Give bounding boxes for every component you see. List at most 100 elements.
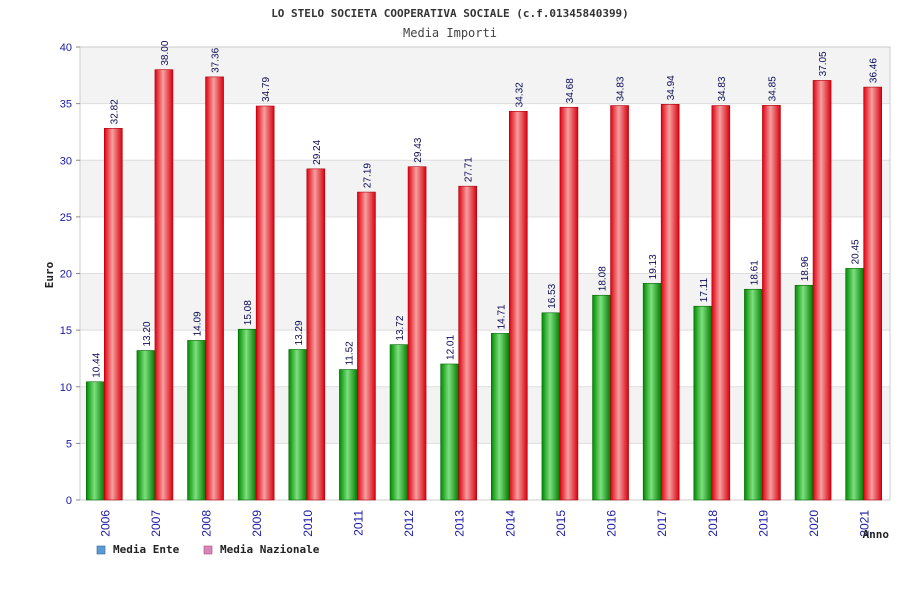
value-label-media-nazionale-2020: 37.05 xyxy=(818,51,829,76)
value-label-media-nazionale-2011: 27.19 xyxy=(362,163,373,188)
value-label-media-nazionale-2021: 36.46 xyxy=(869,58,880,83)
bar-media-nazionale-2020 xyxy=(812,80,832,501)
bar-media-ente-2010 xyxy=(288,349,308,501)
x-axis-ticks: 2006 2007 2008 2009 2010 2011 2012 2013 2014 2015… xyxy=(98,510,871,537)
bar-media-ente-2020 xyxy=(794,284,814,501)
x-tick-label-2016: 2016 xyxy=(605,510,619,537)
bar-media-ente-2014 xyxy=(491,333,510,501)
x-axis-label: Anno xyxy=(863,528,890,541)
bar-media-nazionale-2007 xyxy=(154,69,174,501)
value-label-media-ente-2016: 18.08 xyxy=(598,266,609,291)
value-label-media-ente-2014: 14.71 xyxy=(496,304,507,329)
value-label-media-ente-2011: 11.52 xyxy=(344,341,355,366)
x-tick-label-2018: 2018 xyxy=(706,510,720,537)
bar-media-nazionale-2006 xyxy=(104,128,123,501)
value-label-media-nazionale-2016: 34.83 xyxy=(616,76,627,101)
bars xyxy=(86,69,882,501)
x-tick-label-2007: 2007 xyxy=(149,510,163,537)
y-tick-label: 15 xyxy=(60,325,72,337)
value-label-media-nazionale-2012: 29.43 xyxy=(413,137,424,162)
bar-media-nazionale-2013 xyxy=(458,185,477,501)
chart-subtitle: Media Importi xyxy=(403,26,497,40)
bar-media-ente-2008 xyxy=(187,340,206,501)
value-label-media-nazionale-2018: 34.83 xyxy=(717,76,728,101)
bar-media-nazionale-2008 xyxy=(205,76,224,501)
bar-media-nazionale-2019 xyxy=(762,105,781,501)
bar-media-ente-2015 xyxy=(541,312,561,501)
value-label-media-ente-2020: 18.96 xyxy=(800,256,811,281)
x-tick-label-2020: 2020 xyxy=(807,510,821,537)
legend-label-media-nazionale: Media Nazionale xyxy=(220,543,320,556)
value-label-media-nazionale-2009: 34.79 xyxy=(261,77,272,102)
y-axis-label: Euro xyxy=(43,261,56,288)
value-label-media-ente-2013: 12.01 xyxy=(446,335,457,360)
y-axis-ticks: 0 5 10 15 20 25 30 35 40 xyxy=(60,42,80,507)
bar-media-nazionale-2016 xyxy=(610,105,629,501)
y-tick-label: 40 xyxy=(60,42,72,54)
value-label-media-ente-2006: 10.44 xyxy=(91,352,102,377)
x-tick-label-2021: 2021 xyxy=(858,510,872,537)
x-tick-label-2010: 2010 xyxy=(301,510,315,537)
bar-media-ente-2011 xyxy=(339,369,358,501)
value-label-media-ente-2007: 13.20 xyxy=(142,321,153,346)
bar-media-nazionale-2021 xyxy=(863,86,882,501)
bar-media-nazionale-2011 xyxy=(357,191,376,501)
value-labels: 10.44 32.82 13.20 38.00 14.09 37.36 15.08 34.79… xyxy=(91,40,879,378)
value-label-media-ente-2017: 19.13 xyxy=(648,254,659,279)
value-label-media-nazionale-2007: 38.00 xyxy=(160,40,171,65)
y-tick-label: 10 xyxy=(60,382,72,394)
bar-media-ente-2007 xyxy=(136,350,156,501)
value-label-media-ente-2021: 20.45 xyxy=(851,239,862,264)
y-tick-label: 5 xyxy=(66,438,72,450)
value-label-media-ente-2008: 14.09 xyxy=(193,311,204,336)
x-tick-label-2015: 2015 xyxy=(554,510,568,537)
bar-media-nazionale-2018 xyxy=(711,105,731,501)
value-label-media-ente-2019: 18.61 xyxy=(749,260,760,285)
x-tick-label-2013: 2013 xyxy=(453,510,467,537)
bar-media-ente-2019 xyxy=(744,288,763,501)
bar-media-ente-2018 xyxy=(693,305,713,501)
value-label-media-nazionale-2014: 34.32 xyxy=(514,82,525,107)
value-label-media-nazionale-2015: 34.68 xyxy=(565,78,576,103)
y-tick-label: 20 xyxy=(60,269,72,281)
legend-swatch-media-nazionale xyxy=(203,545,213,555)
bar-media-ente-2013 xyxy=(440,363,459,501)
x-tick-label-2009: 2009 xyxy=(250,510,264,537)
value-label-media-nazionale-2013: 27.71 xyxy=(464,157,475,182)
legend-swatch-media-ente xyxy=(96,545,106,555)
x-tick-label-2012: 2012 xyxy=(402,510,416,537)
y-tick-label: 25 xyxy=(60,212,72,224)
bar-media-nazionale-2014 xyxy=(509,111,528,501)
value-label-media-ente-2015: 16.53 xyxy=(547,283,558,308)
value-label-media-ente-2018: 17.11 xyxy=(699,278,710,303)
x-tick-label-2017: 2017 xyxy=(655,510,669,537)
value-label-media-nazionale-2006: 32.82 xyxy=(109,99,120,124)
value-label-media-nazionale-2010: 29.24 xyxy=(312,139,323,164)
bar-media-ente-2006 xyxy=(86,381,105,501)
value-label-media-nazionale-2017: 34.94 xyxy=(666,75,677,100)
y-tick-label: 0 xyxy=(66,495,72,507)
legend-label-media-ente: Media Ente xyxy=(113,543,180,556)
bar-media-ente-2016 xyxy=(592,294,611,501)
legend: Media Ente Media Nazionale xyxy=(96,543,320,556)
bar-media-ente-2021 xyxy=(845,268,864,501)
bar-media-nazionale-2012 xyxy=(407,166,427,501)
y-tick-label: 35 xyxy=(60,99,72,111)
x-tick-label-2014: 2014 xyxy=(503,510,517,537)
bar-media-nazionale-2015 xyxy=(559,106,579,501)
x-tick-label-2008: 2008 xyxy=(200,510,214,537)
value-label-media-ente-2009: 15.08 xyxy=(243,300,254,325)
x-tick-label-2006: 2006 xyxy=(98,510,112,537)
y-tick-label: 30 xyxy=(60,155,72,167)
bar-media-nazionale-2009 xyxy=(255,105,275,501)
bar-media-ente-2012 xyxy=(389,344,409,501)
bar-media-nazionale-2017 xyxy=(660,104,680,501)
bar-media-ente-2009 xyxy=(237,328,257,501)
value-label-media-ente-2010: 13.29 xyxy=(294,320,305,345)
x-tick-label-2019: 2019 xyxy=(756,510,770,537)
value-label-media-nazionale-2008: 37.36 xyxy=(211,47,222,72)
bar-media-nazionale-2010 xyxy=(306,168,326,501)
value-label-media-nazionale-2019: 34.85 xyxy=(767,76,778,101)
chart-title: LO STELO SOCIETA COOPERATIVA SOCIALE (c.… xyxy=(271,7,629,20)
